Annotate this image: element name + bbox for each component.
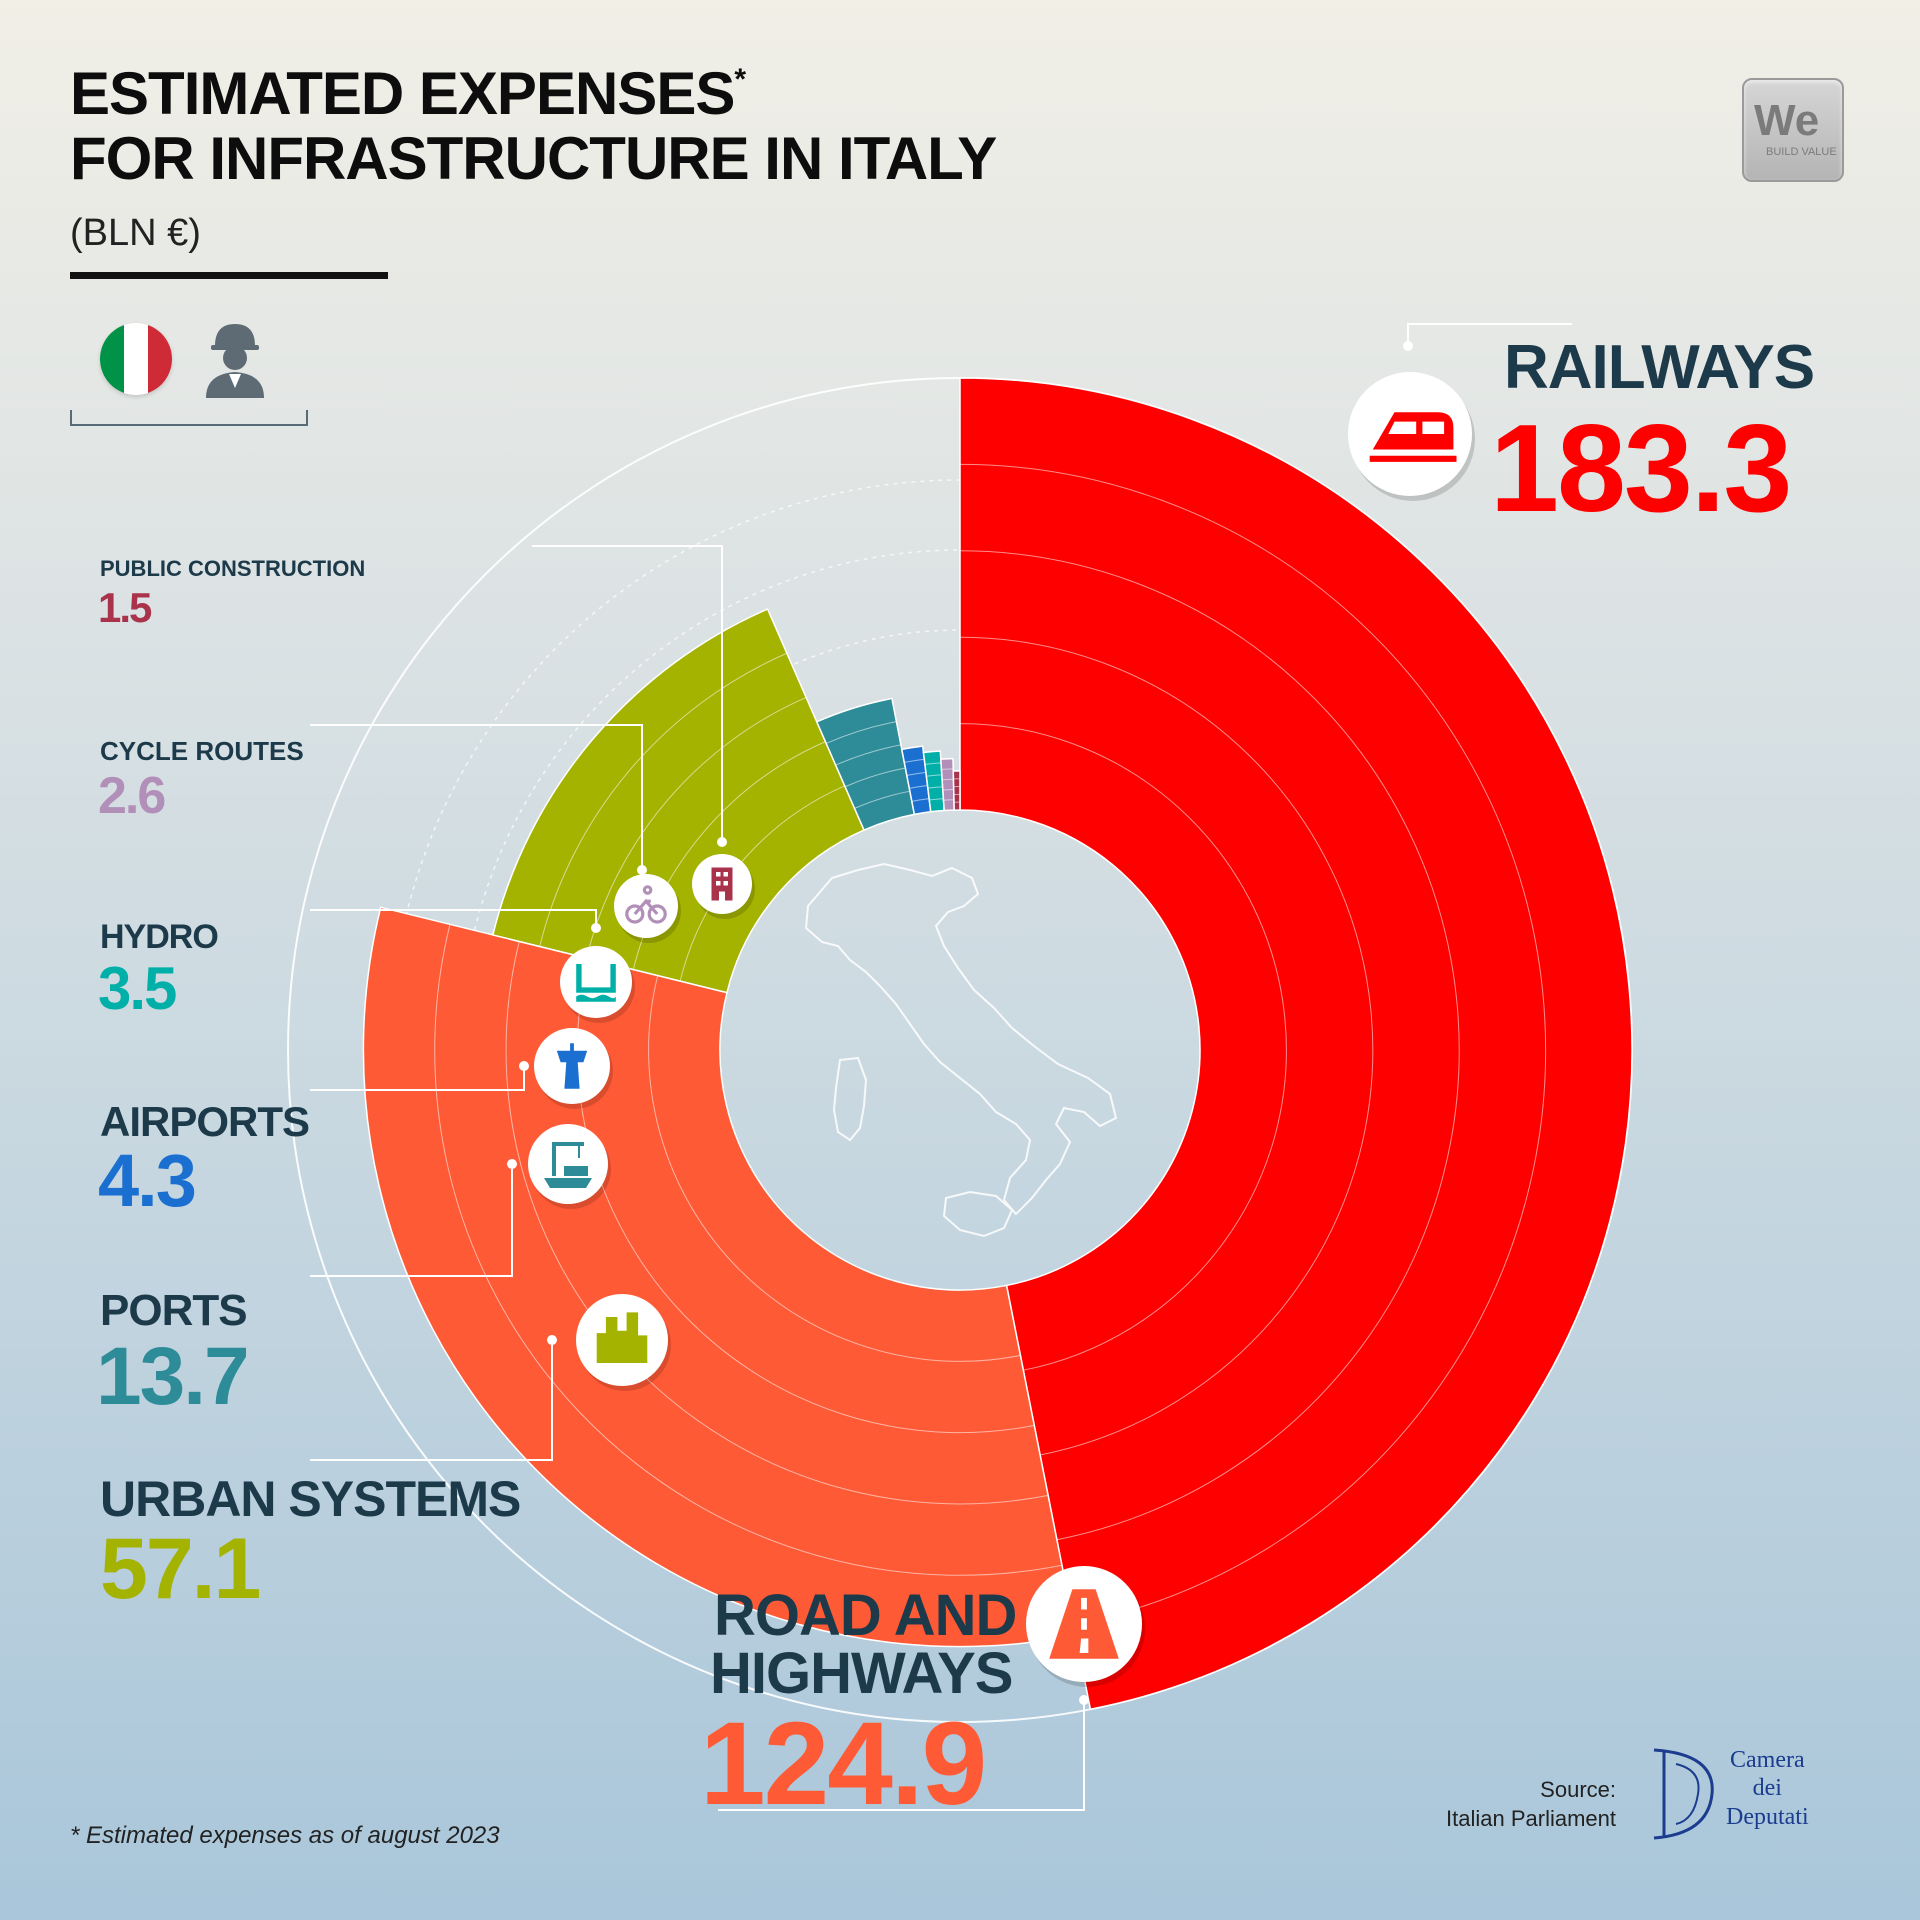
title-underline <box>70 272 388 279</box>
train-icon <box>1348 372 1475 501</box>
segment-airports <box>900 745 932 816</box>
source-label: Source: Italian Parliament <box>1446 1776 1616 1833</box>
segment-divider <box>959 550 1460 1541</box>
camera-line-2: dei <box>1752 1775 1782 1802</box>
category-icons <box>528 372 1475 1687</box>
logo-text: We <box>1754 96 1820 145</box>
chart-title: ESTIMATED EXPENSES* FOR INFRASTRUCTURE I… <box>70 60 997 192</box>
segment-hydro <box>922 750 945 813</box>
segment-divider <box>941 768 954 770</box>
airport-tower-icon <box>534 1028 613 1109</box>
value-ports: 13.7 <box>96 1331 250 1422</box>
label-railways: RAILWAYS <box>1504 333 1815 402</box>
label-road-line1: ROAD AND <box>714 1583 1017 1648</box>
segment-divider <box>959 463 1547 1625</box>
title-asterisk: * <box>734 63 746 96</box>
unit-label: (BLN €) <box>70 212 201 254</box>
segment-divider <box>434 924 1063 1576</box>
building-icon <box>692 854 755 919</box>
segment-road <box>362 906 1077 1648</box>
segment-divider <box>586 696 807 959</box>
segment-divider <box>959 636 1374 1456</box>
segment-divider <box>854 790 910 809</box>
label-hydro: HYDRO <box>100 918 219 956</box>
source-prefix: Source: <box>1540 1777 1616 1802</box>
segment-divider <box>648 975 1021 1362</box>
construction-worker-icon <box>206 324 264 398</box>
value-cycle-routes: 2.6 <box>98 767 166 825</box>
segment-cycle-routes <box>940 757 955 812</box>
camera-line-1: Camera <box>1730 1747 1805 1773</box>
segment-divider <box>835 744 901 766</box>
segment-divider <box>539 652 788 947</box>
footnote: * Estimated expenses as of august 2023 <box>70 1822 500 1849</box>
we-build-value-logo: We BUILD VALUE <box>1742 78 1844 182</box>
label-road-line2: HIGHWAYS <box>710 1641 1013 1706</box>
italy-flag-icon <box>100 323 172 395</box>
port-crane-icon <box>528 1124 611 1209</box>
source-name: Italian Parliament <box>1446 1805 1616 1831</box>
label-public-construction: PUBLIC CONSTRUCTION <box>100 556 366 581</box>
bicycle-icon <box>614 874 681 943</box>
segment-divider <box>826 721 897 744</box>
segment-urban-systems <box>491 608 865 994</box>
label-airports: AIRPORTS <box>100 1098 310 1145</box>
leader-dots <box>507 341 1413 1705</box>
camera-line-3: Deputati <box>1726 1803 1809 1830</box>
segment-divider <box>844 767 906 788</box>
segment-divider <box>942 778 954 781</box>
label-ports: PORTS <box>100 1286 248 1335</box>
label-urban-systems: URBAN SYSTEMS <box>100 1471 521 1527</box>
segment-divider <box>959 723 1287 1371</box>
title-line-2: FOR INFRASTRUCTURE IN ITALY <box>70 124 997 192</box>
hydro-dam-icon <box>560 946 635 1023</box>
value-airports: 4.3 <box>98 1139 197 1222</box>
italy-map <box>804 862 1118 1238</box>
rings-layer <box>287 377 1633 1723</box>
camera-dei-deputati-logo: Camera dei Deputati <box>1726 1746 1809 1831</box>
segment-railways <box>959 377 1633 1711</box>
icons-bracket <box>70 410 308 426</box>
label-cycle-routes: CYCLE ROUTES <box>100 736 304 766</box>
value-road: 124.9 <box>700 1698 987 1830</box>
title-line-1: ESTIMATED EXPENSES <box>70 60 735 127</box>
road-icon <box>1026 1566 1145 1687</box>
value-public-construction: 1.5 <box>98 584 152 631</box>
segment-ports <box>815 697 916 832</box>
value-hydro: 3.5 <box>98 955 177 1022</box>
leader-lines <box>310 323 1572 1811</box>
value-urban-systems: 57.1 <box>100 1521 261 1617</box>
segment-public-construction <box>952 770 961 811</box>
value-railways: 183.3 <box>1490 400 1792 538</box>
city-park-icon <box>576 1294 671 1391</box>
logo-tagline: BUILD VALUE <box>1766 146 1837 158</box>
camera-emblem-icon <box>1653 1748 1714 1840</box>
